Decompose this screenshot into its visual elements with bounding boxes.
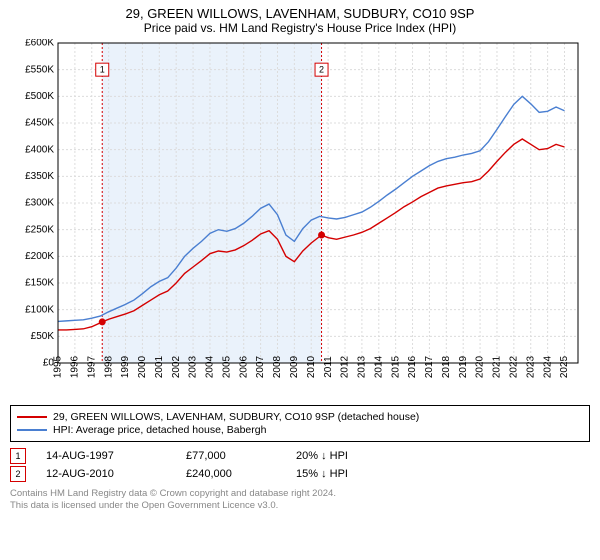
- svg-text:1998: 1998: [103, 355, 114, 378]
- credits: Contains HM Land Registry data © Crown c…: [10, 488, 590, 513]
- svg-text:2003: 2003: [188, 355, 199, 378]
- svg-text:£50K: £50K: [31, 331, 55, 342]
- svg-text:2011: 2011: [323, 356, 334, 378]
- svg-text:2015: 2015: [390, 355, 401, 378]
- sale-price: £77,000: [186, 450, 276, 462]
- svg-text:£100K: £100K: [25, 304, 54, 315]
- sale-price: £240,000: [186, 468, 276, 480]
- svg-text:2022: 2022: [508, 355, 519, 378]
- svg-text:£600K: £600K: [25, 39, 54, 49]
- svg-text:2007: 2007: [255, 355, 266, 378]
- svg-text:£200K: £200K: [25, 251, 54, 262]
- svg-text:£450K: £450K: [25, 118, 54, 129]
- legend-item: 29, GREEN WILLOWS, LAVENHAM, SUDBURY, CO…: [17, 411, 583, 423]
- svg-text:£250K: £250K: [25, 224, 54, 235]
- svg-text:2017: 2017: [424, 355, 435, 378]
- legend-swatch: [17, 416, 47, 418]
- svg-text:2012: 2012: [340, 355, 351, 378]
- svg-text:2005: 2005: [221, 355, 232, 378]
- sale-date: 12-AUG-2010: [46, 468, 166, 480]
- svg-text:2025: 2025: [559, 355, 570, 378]
- sale-date: 14-AUG-1997: [46, 450, 166, 462]
- svg-text:2000: 2000: [137, 355, 148, 378]
- svg-text:£500K: £500K: [25, 91, 54, 102]
- svg-text:2018: 2018: [441, 355, 452, 378]
- sales-row: 2 12-AUG-2010 £240,000 15% ↓ HPI: [10, 466, 590, 482]
- svg-text:2013: 2013: [357, 355, 368, 378]
- sales-table: 1 14-AUG-1997 £77,000 20% ↓ HPI 2 12-AUG-2010…: [10, 448, 590, 482]
- sale-hpi-delta: 20% ↓ HPI: [296, 450, 386, 462]
- svg-text:1996: 1996: [70, 355, 81, 378]
- svg-text:£150K: £150K: [25, 278, 54, 289]
- svg-text:1999: 1999: [120, 355, 131, 378]
- svg-text:2002: 2002: [171, 355, 182, 378]
- svg-text:£300K: £300K: [25, 198, 54, 209]
- svg-text:£550K: £550K: [25, 64, 54, 75]
- svg-text:2019: 2019: [458, 355, 469, 378]
- svg-text:£400K: £400K: [25, 144, 54, 155]
- svg-text:2016: 2016: [407, 355, 418, 378]
- legend-label: 29, GREEN WILLOWS, LAVENHAM, SUDBURY, CO…: [53, 411, 419, 423]
- svg-text:1997: 1997: [86, 355, 97, 378]
- svg-text:2021: 2021: [492, 355, 503, 378]
- page-subtitle: Price paid vs. HM Land Registry's House …: [10, 21, 590, 35]
- svg-text:2: 2: [319, 65, 324, 75]
- svg-text:2001: 2001: [154, 355, 165, 378]
- credits-line-1: Contains HM Land Registry data © Crown c…: [10, 488, 590, 500]
- svg-text:2008: 2008: [272, 355, 283, 378]
- svg-text:1: 1: [100, 65, 105, 75]
- sale-marker-box: 1: [10, 448, 26, 464]
- sale-marker-box: 2: [10, 466, 26, 482]
- legend: 29, GREEN WILLOWS, LAVENHAM, SUDBURY, CO…: [10, 405, 590, 442]
- legend-item: HPI: Average price, detached house, Babe…: [17, 424, 583, 436]
- legend-swatch: [17, 429, 47, 431]
- price-chart: £0£50K£100K£150K£200K£250K£300K£350K£400…: [10, 39, 590, 399]
- page-title: 29, GREEN WILLOWS, LAVENHAM, SUDBURY, CO…: [10, 6, 590, 21]
- sale-hpi-delta: 15% ↓ HPI: [296, 468, 386, 480]
- svg-text:2006: 2006: [238, 355, 249, 378]
- legend-label: HPI: Average price, detached house, Babe…: [53, 424, 266, 436]
- svg-text:2023: 2023: [525, 355, 536, 378]
- credits-line-2: This data is licensed under the Open Gov…: [10, 500, 590, 512]
- sales-row: 1 14-AUG-1997 £77,000 20% ↓ HPI: [10, 448, 590, 464]
- svg-text:2024: 2024: [542, 355, 553, 378]
- svg-text:2020: 2020: [475, 355, 486, 378]
- svg-text:2004: 2004: [205, 355, 216, 378]
- svg-text:£350K: £350K: [25, 171, 54, 182]
- svg-text:2010: 2010: [306, 355, 317, 378]
- svg-text:2009: 2009: [289, 355, 300, 378]
- svg-text:2014: 2014: [373, 355, 384, 378]
